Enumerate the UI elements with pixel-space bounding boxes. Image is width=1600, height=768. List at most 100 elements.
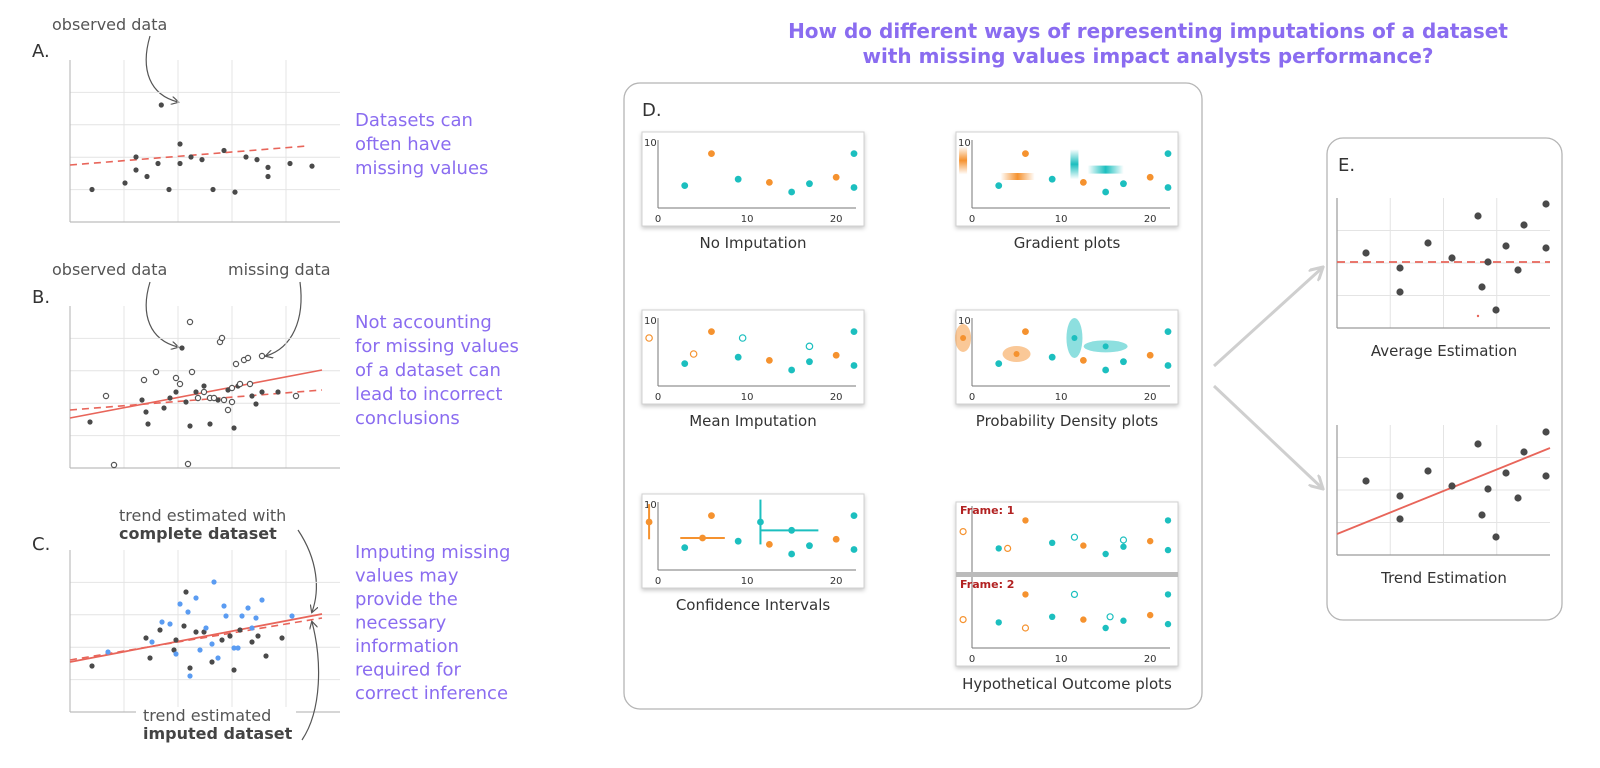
observed-point bbox=[1484, 485, 1492, 493]
panel-c-top-annotation-bold: complete dataset bbox=[119, 524, 277, 543]
panel-c: C. trend estimated with complete dataset… bbox=[32, 506, 510, 747]
observed-point bbox=[143, 409, 149, 415]
observed-point bbox=[850, 184, 858, 191]
panel-a-plot bbox=[69, 60, 340, 223]
observed-point bbox=[788, 550, 796, 558]
observed-point bbox=[1164, 546, 1172, 554]
x-tick-label: 10 bbox=[741, 392, 754, 403]
observed-point bbox=[1120, 617, 1127, 624]
observed-point bbox=[187, 423, 193, 429]
observed-point bbox=[995, 619, 1002, 626]
observed-point bbox=[201, 383, 207, 389]
observed-point bbox=[161, 405, 167, 411]
missing-point bbox=[176, 380, 184, 388]
imputed-point bbox=[231, 645, 237, 651]
observed-point bbox=[181, 623, 187, 629]
observed-point bbox=[1079, 179, 1087, 186]
observed-point bbox=[1120, 180, 1127, 188]
missing-point bbox=[200, 388, 208, 396]
observed-point bbox=[1520, 448, 1528, 456]
observed-point bbox=[1484, 258, 1492, 266]
observed-point bbox=[133, 167, 139, 173]
x-tick-label: 10 bbox=[1055, 392, 1068, 403]
panel-c-description: Imputing missing values may provide the nec… bbox=[355, 542, 510, 704]
observed-point bbox=[254, 157, 260, 163]
x-tick-label: 10 bbox=[1055, 214, 1068, 225]
observed-point bbox=[832, 351, 840, 359]
observed-point bbox=[249, 639, 255, 645]
panel-c-top-arrow bbox=[297, 529, 316, 612]
observed-point bbox=[1048, 613, 1056, 620]
observed-point bbox=[279, 635, 285, 641]
observed-point bbox=[183, 589, 189, 595]
x-tick-label: 20 bbox=[830, 576, 843, 587]
observed-point bbox=[1164, 517, 1172, 524]
imputed-point bbox=[185, 609, 191, 615]
description-line: required for bbox=[355, 660, 461, 681]
panel-c-top-annotation: trend estimated with bbox=[119, 506, 286, 525]
observed-point bbox=[1492, 533, 1500, 541]
missing-point bbox=[258, 352, 266, 360]
observed-point bbox=[1492, 306, 1500, 314]
observed-point bbox=[219, 637, 225, 643]
observed-point bbox=[708, 512, 715, 519]
panel-c-bottom-annotation-bold: imputed dataset bbox=[143, 724, 293, 743]
gradient-mark bbox=[1000, 173, 1035, 180]
observed-point bbox=[255, 633, 261, 639]
observed-point bbox=[243, 154, 249, 160]
panel-b-letter: B. bbox=[32, 287, 50, 308]
density-center bbox=[1013, 351, 1020, 357]
observed-point bbox=[207, 421, 213, 427]
panel-b-description: Not accounting for missing values of a dat… bbox=[355, 312, 519, 429]
observed-point bbox=[850, 150, 858, 158]
x-tick-label: 10 bbox=[741, 214, 754, 225]
description-line: Not accounting bbox=[355, 312, 492, 333]
panel-a: A. observed data Datasets can often have m… bbox=[32, 15, 488, 223]
observed-point bbox=[1448, 482, 1456, 490]
imputed-point bbox=[253, 615, 259, 621]
y-tick-label: 10 bbox=[644, 138, 657, 149]
panel-a-description: Datasets can often have missing values bbox=[355, 110, 488, 179]
hop-imputed-point bbox=[1070, 533, 1079, 541]
observed-point bbox=[173, 389, 179, 395]
observed-point bbox=[263, 653, 269, 659]
observed-point bbox=[1448, 254, 1456, 262]
x-tick-label: 0 bbox=[655, 392, 661, 403]
observed-point bbox=[708, 150, 715, 158]
x-tick-label: 20 bbox=[830, 214, 843, 225]
plot-card bbox=[955, 309, 1179, 405]
panel-d: D. 10 0 10 20 No Imputation 10 0 10 20 Gradient p… bbox=[623, 82, 1203, 710]
description-line: of a dataset can bbox=[355, 360, 501, 381]
imputed-mean-point bbox=[689, 350, 698, 358]
density-center bbox=[960, 335, 967, 341]
x-tick-label: 0 bbox=[969, 214, 975, 225]
imputed-point bbox=[249, 625, 255, 631]
panel-b: B. observed data missing data Not accoun… bbox=[32, 260, 519, 469]
observed-point bbox=[765, 541, 773, 548]
hop-caption: Hypothetical Outcome plots bbox=[962, 675, 1172, 693]
imputed-point bbox=[159, 619, 165, 625]
missing-point bbox=[218, 334, 226, 342]
observed-point bbox=[1362, 477, 1370, 485]
description-line: information bbox=[355, 636, 459, 657]
missing-point bbox=[140, 376, 148, 384]
panel-c-bottom-arrow bbox=[301, 622, 320, 741]
observed-point bbox=[1164, 591, 1172, 598]
x-tick-label: 0 bbox=[655, 576, 661, 587]
observed-point bbox=[1396, 288, 1404, 296]
hop-imputed-point bbox=[1004, 544, 1012, 553]
imputed-point bbox=[223, 613, 229, 619]
observed-point bbox=[167, 395, 173, 401]
observed-point bbox=[1102, 366, 1110, 374]
observed-point bbox=[734, 353, 742, 361]
observed-point bbox=[253, 401, 259, 407]
imputed-point bbox=[149, 639, 155, 645]
panel-e-container bbox=[1326, 137, 1563, 621]
observed-point bbox=[1520, 221, 1528, 229]
x-tick-label: 10 bbox=[1055, 654, 1068, 665]
observed-point bbox=[173, 637, 179, 643]
observed-point bbox=[89, 663, 95, 669]
imputation-plot-5: 10 0 10 20 bbox=[641, 493, 865, 589]
imputed-point bbox=[211, 579, 217, 585]
observed-point bbox=[193, 629, 199, 635]
